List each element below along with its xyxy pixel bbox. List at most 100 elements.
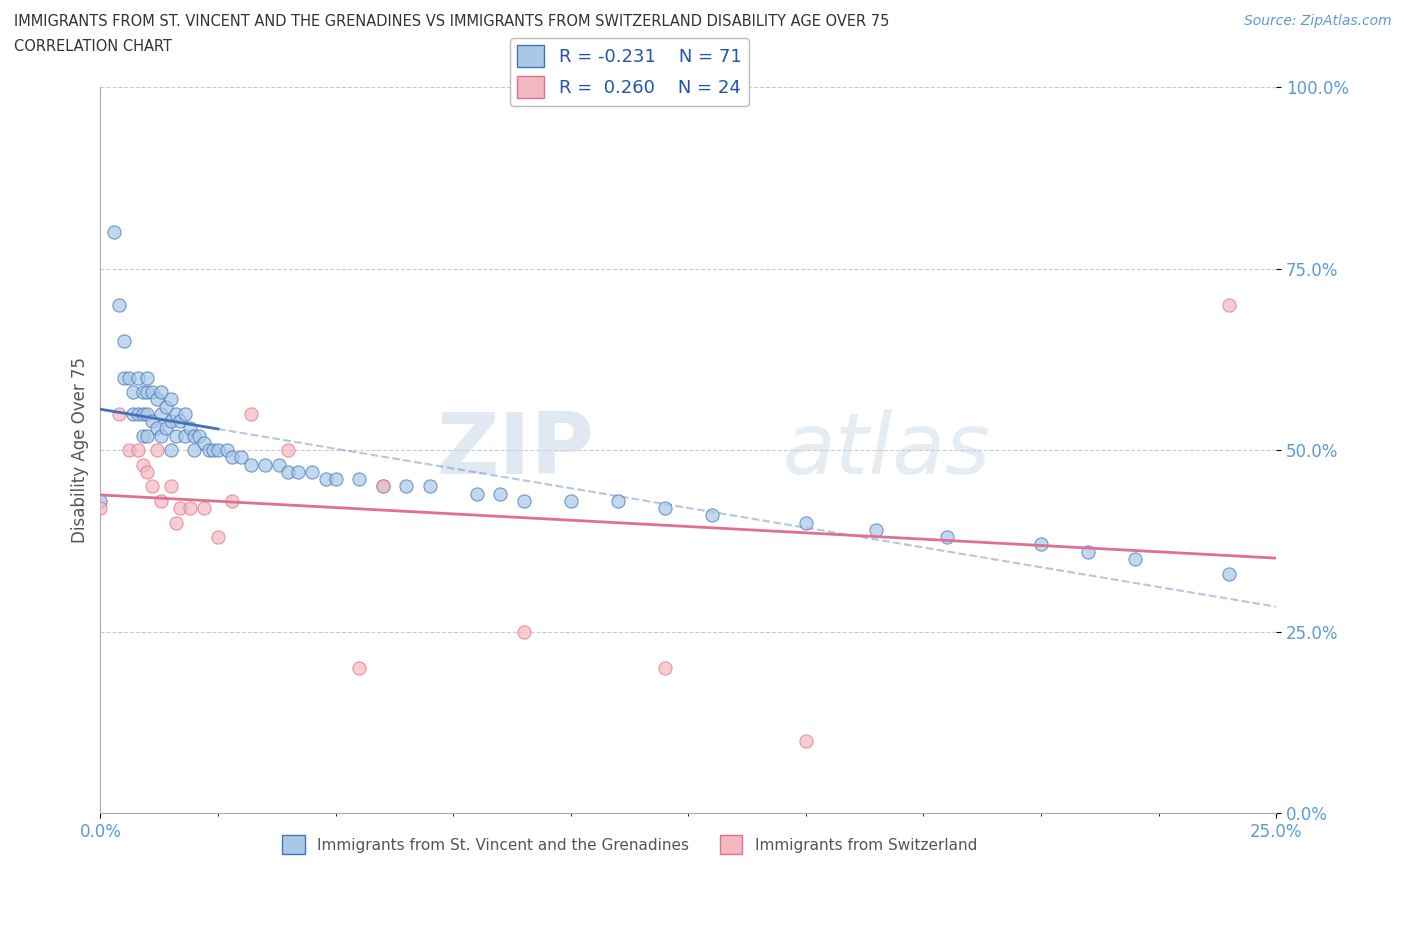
Point [146, 392, 169, 406]
Point [193, 435, 215, 450]
Point [160, 479, 183, 494]
Point [1123, 551, 1146, 566]
Point [207, 530, 229, 545]
Point [112, 334, 135, 349]
Point [347, 660, 370, 675]
Y-axis label: Disability Age Over 75: Disability Age Over 75 [72, 357, 89, 543]
Point [136, 385, 159, 400]
Point [117, 370, 139, 385]
Point [117, 443, 139, 458]
Point [347, 472, 370, 486]
Point [794, 515, 817, 530]
Point [108, 406, 131, 421]
Point [560, 494, 582, 509]
Point [512, 624, 534, 639]
Point [207, 443, 229, 458]
Point [131, 385, 153, 400]
Point [136, 406, 159, 421]
Point [136, 428, 159, 443]
Point [221, 450, 243, 465]
Point [1077, 544, 1099, 559]
Point [231, 450, 253, 465]
Point [169, 500, 191, 515]
Point [267, 458, 290, 472]
Point [155, 399, 177, 414]
Point [112, 370, 135, 385]
Text: Source: ZipAtlas.com: Source: ZipAtlas.com [1244, 14, 1392, 28]
Point [160, 414, 183, 429]
Point [197, 443, 219, 458]
Point [465, 486, 488, 501]
Point [179, 421, 201, 436]
Point [512, 494, 534, 509]
Text: CORRELATION CHART: CORRELATION CHART [14, 39, 172, 54]
Point [150, 494, 173, 509]
Point [606, 494, 628, 509]
Point [395, 479, 418, 494]
Point [155, 421, 177, 436]
Point [301, 464, 323, 479]
Point [122, 406, 145, 421]
Point [103, 225, 125, 240]
Point [217, 443, 239, 458]
Point [865, 523, 887, 538]
Point [150, 428, 173, 443]
Point [325, 472, 347, 486]
Point [315, 472, 337, 486]
Point [179, 500, 201, 515]
Point [160, 443, 183, 458]
Text: ZIP: ZIP [436, 408, 595, 492]
Point [1218, 566, 1240, 581]
Point [169, 414, 191, 429]
Point [188, 428, 211, 443]
Point [127, 370, 149, 385]
Point [89, 500, 111, 515]
Point [174, 428, 197, 443]
Point [136, 370, 159, 385]
Point [131, 458, 153, 472]
Point [141, 385, 163, 400]
Point [654, 660, 676, 675]
Point [371, 479, 394, 494]
Legend: Immigrants from St. Vincent and the Grenadines, Immigrants from Switzerland: Immigrants from St. Vincent and the Gren… [276, 829, 983, 860]
Point [127, 443, 149, 458]
Point [141, 414, 163, 429]
Point [108, 298, 131, 312]
Point [794, 733, 817, 748]
Point [165, 515, 187, 530]
Point [277, 443, 299, 458]
Point [160, 392, 183, 406]
Point [146, 421, 169, 436]
Point [202, 443, 225, 458]
Point [183, 443, 205, 458]
Point [221, 494, 243, 509]
Point [193, 500, 215, 515]
Point [239, 458, 262, 472]
Text: atlas: atlas [782, 408, 990, 492]
Point [700, 508, 723, 523]
Point [239, 406, 262, 421]
Point [127, 406, 149, 421]
Point [89, 494, 111, 509]
Point [935, 530, 957, 545]
Point [277, 464, 299, 479]
Point [287, 464, 309, 479]
Point [371, 479, 394, 494]
Point [141, 479, 163, 494]
Point [150, 406, 173, 421]
Point [150, 385, 173, 400]
Point [165, 406, 187, 421]
Point [419, 479, 441, 494]
Point [1218, 298, 1240, 312]
Text: IMMIGRANTS FROM ST. VINCENT AND THE GRENADINES VS IMMIGRANTS FROM SWITZERLAND DI: IMMIGRANTS FROM ST. VINCENT AND THE GREN… [14, 14, 890, 29]
Point [131, 406, 153, 421]
Point [654, 500, 676, 515]
Point [174, 406, 197, 421]
Point [131, 428, 153, 443]
Point [489, 486, 512, 501]
Point [122, 385, 145, 400]
Point [136, 464, 159, 479]
Point [183, 428, 205, 443]
Point [1029, 537, 1052, 551]
Point [146, 443, 169, 458]
